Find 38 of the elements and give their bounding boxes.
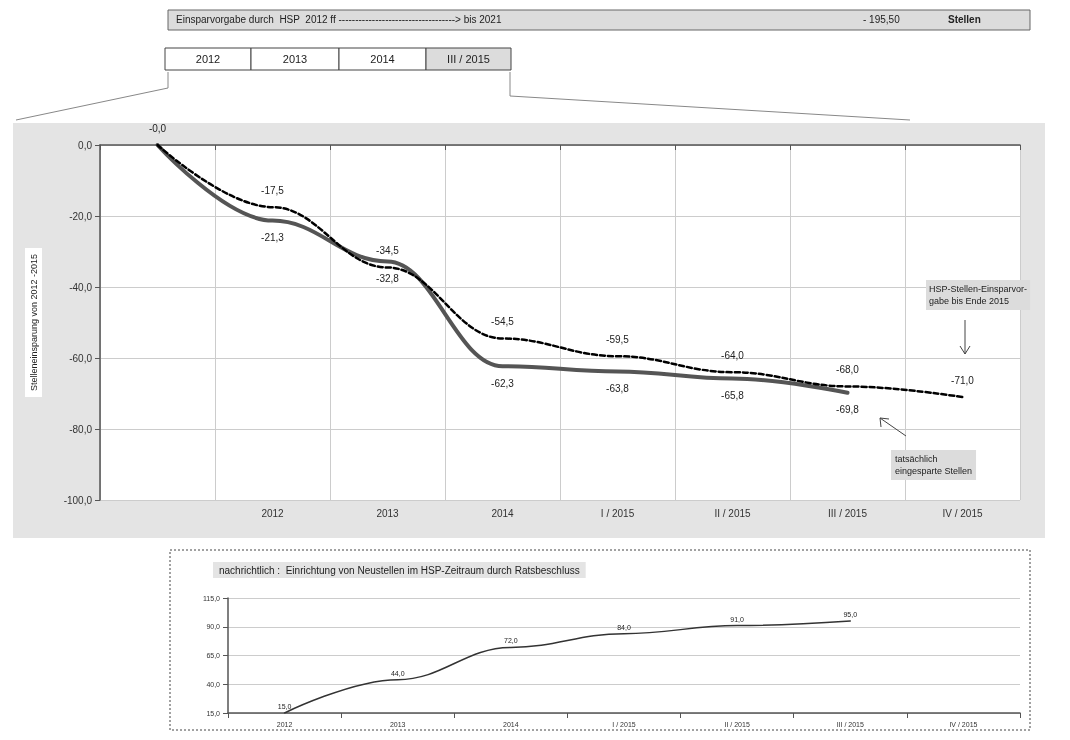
text: III / 2015 xyxy=(447,53,490,65)
x-tick-label: II / 2015 xyxy=(714,507,752,519)
data-label: -59,5 xyxy=(606,333,630,345)
x-tick-label: I / 2015 xyxy=(600,507,635,519)
y-tick-label: -40,0 xyxy=(69,281,93,293)
text: 2012 xyxy=(195,53,221,65)
annotation: HSP-Stellen-Einsparvor- gabe bis Ende 2015 xyxy=(929,284,1028,306)
data-label: -65,8 xyxy=(721,390,745,402)
data-label: -62,3 xyxy=(491,377,515,389)
data-label: -0,0 xyxy=(148,122,167,134)
x-tick-label: III / 2015 xyxy=(828,507,868,519)
data-label: -17,5 xyxy=(261,184,285,196)
text: Stellen xyxy=(948,13,981,25)
data-label: -54,5 xyxy=(491,315,515,327)
data-label: -63,8 xyxy=(606,382,630,394)
x-tick-label: IV / 2015 xyxy=(942,507,983,519)
x-tick-label: 2012 xyxy=(261,507,285,519)
y-tick-label: -60,0 xyxy=(69,352,93,364)
data-label: -32,8 xyxy=(376,272,400,284)
text: Einsparvorgabe durch HSP 2012 ff -----------------------------------> bis 2021 xyxy=(176,13,502,25)
annotation: tatsächlich eingesparte Stellen xyxy=(895,454,973,476)
data-label: -64,0 xyxy=(721,349,745,361)
data-label: -71,0 xyxy=(951,374,975,386)
text: 2013 xyxy=(282,53,308,65)
x-tick-label: 2013 xyxy=(376,507,400,519)
text: 2014 xyxy=(370,53,395,65)
y-tick-label: -100,0 xyxy=(63,494,93,506)
x-tick-label: 2014 xyxy=(491,507,515,519)
y-tick-label: 0,0 xyxy=(78,139,93,151)
data-label: -69,8 xyxy=(836,404,860,416)
data-label: -34,5 xyxy=(376,244,400,256)
text: - 195,50 xyxy=(863,13,901,25)
y-tick-label: -80,0 xyxy=(69,423,93,435)
data-label: -68,0 xyxy=(836,363,860,375)
data-label: -21,3 xyxy=(261,232,285,244)
chart-title: nachrichtlich : Einrichtung von Neustellen im HSP-Zeitraum durch Ratsbeschluss xyxy=(219,564,580,576)
y-tick-label: -20,0 xyxy=(69,210,93,222)
y-axis-title: Stelleneinsparung von 2012 -2015 xyxy=(28,253,39,392)
